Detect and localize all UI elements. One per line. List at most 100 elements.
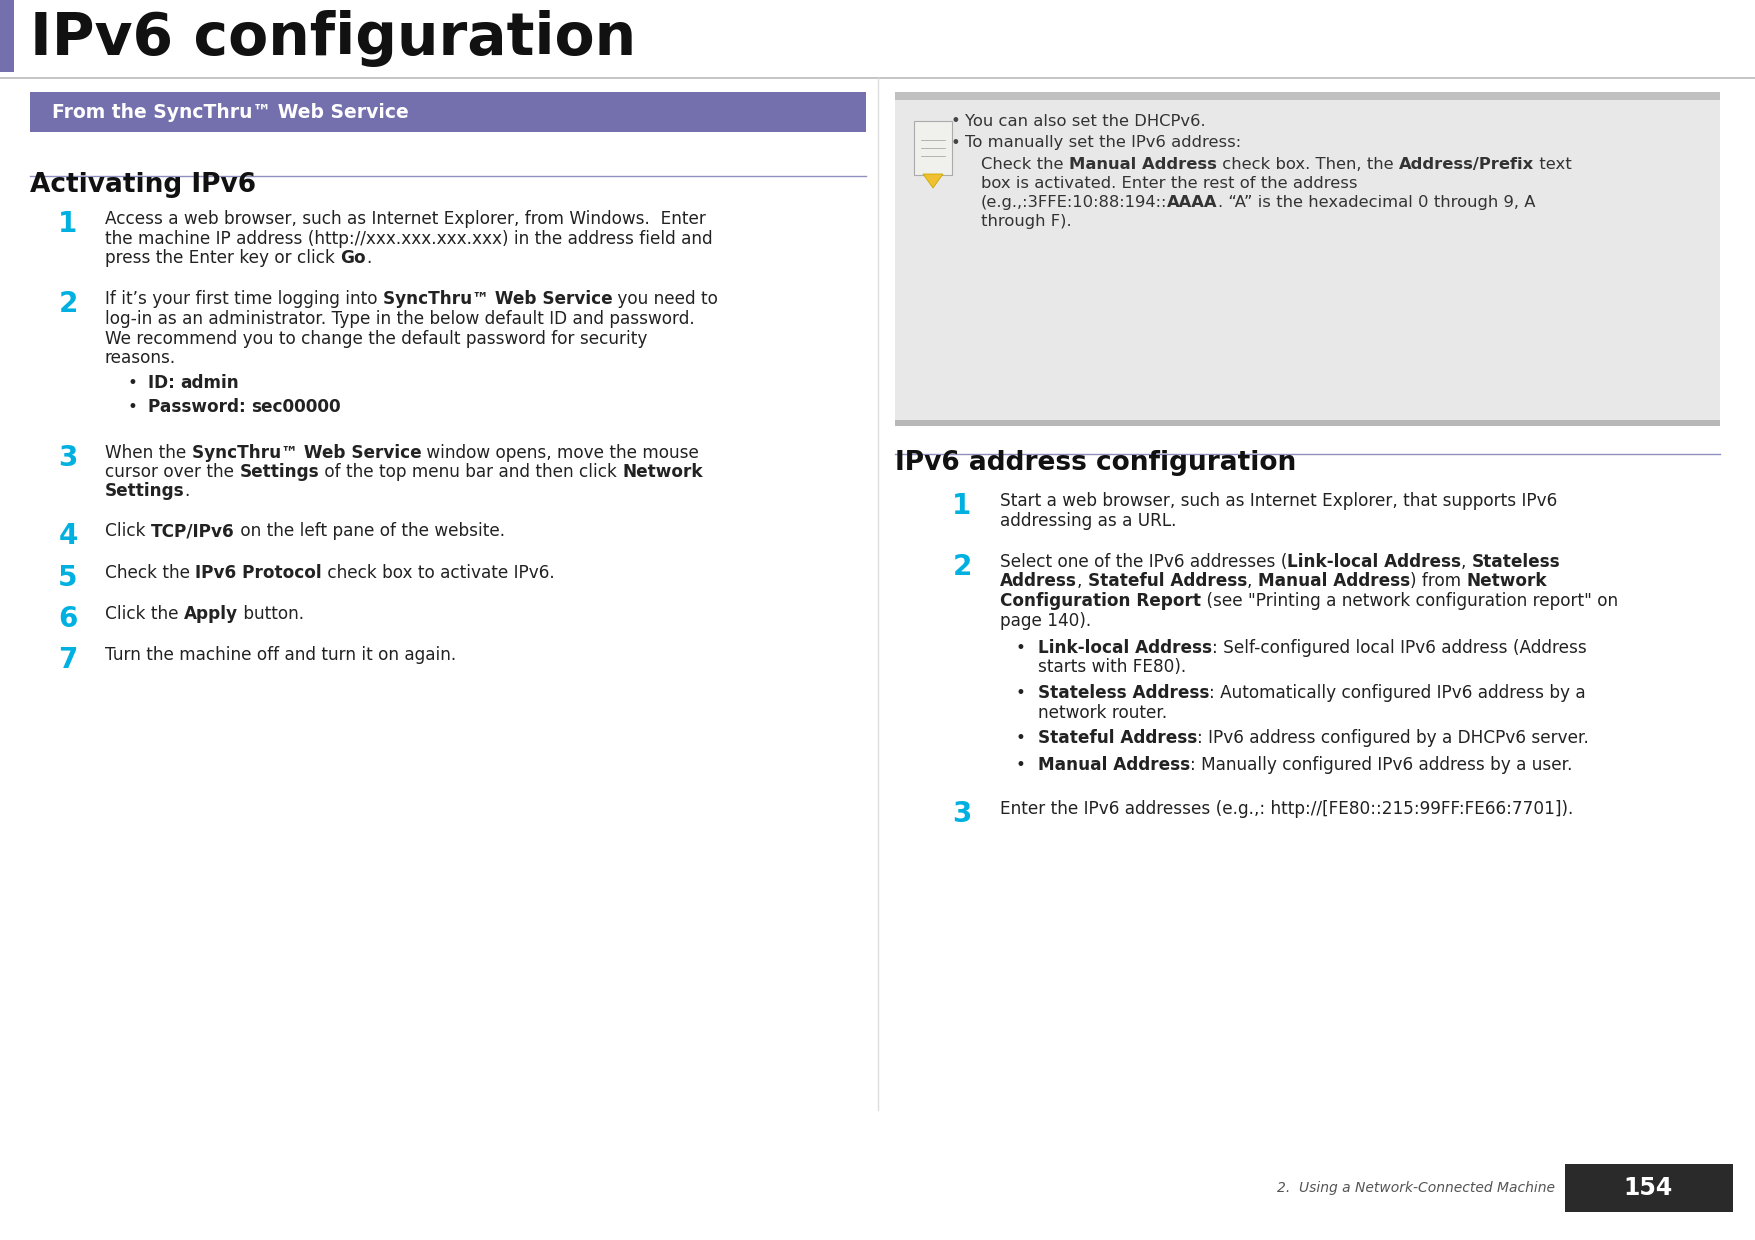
Text: •: • xyxy=(1016,729,1027,746)
Text: check box. Then, the: check box. Then, the xyxy=(1216,157,1399,172)
Text: Click: Click xyxy=(105,522,151,539)
Text: through F).: through F). xyxy=(981,215,1072,229)
Text: 3: 3 xyxy=(58,444,77,471)
Text: 3: 3 xyxy=(953,800,972,828)
Text: ,: , xyxy=(1246,573,1258,590)
Text: log-in as an administrator. Type in the below default ID and password.: log-in as an administrator. Type in the … xyxy=(105,310,695,329)
Text: 1: 1 xyxy=(953,492,972,520)
FancyBboxPatch shape xyxy=(895,100,1720,420)
Text: 6: 6 xyxy=(58,605,77,632)
Text: .: . xyxy=(365,249,372,267)
Text: Click the: Click the xyxy=(105,605,184,622)
Text: •: • xyxy=(951,114,960,129)
Text: We recommend you to change the default password for security: We recommend you to change the default p… xyxy=(105,330,648,347)
Text: Link-local Address: Link-local Address xyxy=(1037,639,1213,657)
Text: SyncThru™ Web Service: SyncThru™ Web Service xyxy=(383,290,612,309)
Text: press the Enter key or click: press the Enter key or click xyxy=(105,249,340,267)
Text: Start a web browser, such as Internet Explorer, that supports IPv6: Start a web browser, such as Internet Ex… xyxy=(1000,492,1557,510)
Text: Check the: Check the xyxy=(981,157,1069,172)
Text: Select one of the IPv6 addresses (: Select one of the IPv6 addresses ( xyxy=(1000,553,1288,570)
Text: 4: 4 xyxy=(58,522,77,551)
Text: Stateful Address: Stateful Address xyxy=(1037,729,1197,746)
Text: on the left pane of the website.: on the left pane of the website. xyxy=(235,522,505,539)
Text: window opens, move the mouse: window opens, move the mouse xyxy=(421,444,698,461)
Text: text: text xyxy=(1534,157,1571,172)
Text: Settings: Settings xyxy=(105,482,184,501)
Text: addressing as a URL.: addressing as a URL. xyxy=(1000,511,1176,529)
Text: Enter the IPv6 addresses (e.g.,: http://[FE80::215:99FF:FE66:7701]).: Enter the IPv6 addresses (e.g.,: http://… xyxy=(1000,800,1574,818)
Text: When the: When the xyxy=(105,444,191,461)
Text: reasons.: reasons. xyxy=(105,348,176,367)
Text: Manual Address: Manual Address xyxy=(1258,573,1409,590)
Text: (e.g.,:3FFE:10:88:194::: (e.g.,:3FFE:10:88:194:: xyxy=(981,195,1167,210)
Text: SyncThru™ Web Service: SyncThru™ Web Service xyxy=(191,444,421,461)
FancyBboxPatch shape xyxy=(895,92,1720,100)
Text: 154: 154 xyxy=(1623,1176,1673,1200)
Text: Apply: Apply xyxy=(184,605,239,622)
Text: Address: Address xyxy=(1000,573,1078,590)
Text: IPv6 Protocol: IPv6 Protocol xyxy=(195,563,321,582)
Text: network router.: network router. xyxy=(1037,703,1167,722)
Text: •: • xyxy=(128,374,139,393)
Text: check box to activate IPv6.: check box to activate IPv6. xyxy=(321,563,555,582)
Text: AAAA: AAAA xyxy=(1167,195,1218,210)
Text: : Manually configured IPv6 address by a user.: : Manually configured IPv6 address by a … xyxy=(1190,756,1572,775)
Text: ID:: ID: xyxy=(147,374,181,393)
Text: ,: , xyxy=(1462,553,1472,570)
Text: starts with FE80).: starts with FE80). xyxy=(1037,658,1186,677)
Text: Password:: Password: xyxy=(147,398,251,415)
Text: admin: admin xyxy=(181,374,239,393)
Text: Stateful Address: Stateful Address xyxy=(1088,573,1246,590)
Polygon shape xyxy=(923,174,942,188)
FancyBboxPatch shape xyxy=(895,420,1720,427)
Text: : IPv6 address configured by a DHCPv6 server.: : IPv6 address configured by a DHCPv6 se… xyxy=(1197,729,1588,746)
Text: Manual Address: Manual Address xyxy=(1069,157,1216,172)
Text: If it’s your first time logging into: If it’s your first time logging into xyxy=(105,290,383,309)
Text: box is activated. Enter the rest of the address: box is activated. Enter the rest of the … xyxy=(981,176,1358,191)
Text: Stateless Address: Stateless Address xyxy=(1037,684,1209,702)
Text: TCP/IPv6: TCP/IPv6 xyxy=(151,522,235,539)
Text: •: • xyxy=(1016,639,1027,657)
Text: •: • xyxy=(128,398,139,415)
Text: •: • xyxy=(1016,756,1027,775)
Text: (see "Printing a network configuration report" on: (see "Printing a network configuration r… xyxy=(1200,591,1618,610)
Text: Go: Go xyxy=(340,249,365,267)
Text: Check the: Check the xyxy=(105,563,195,582)
Text: of the top menu bar and then click: of the top menu bar and then click xyxy=(319,463,623,481)
Text: you need to: you need to xyxy=(612,290,718,309)
Text: : Self-configured local IPv6 address (Address: : Self-configured local IPv6 address (Ad… xyxy=(1213,639,1587,657)
FancyBboxPatch shape xyxy=(1565,1164,1732,1211)
Text: To manually set the IPv6 address:: To manually set the IPv6 address: xyxy=(965,135,1241,150)
Text: . “A” is the hexadecimal 0 through 9, A: . “A” is the hexadecimal 0 through 9, A xyxy=(1218,195,1536,210)
Text: 2: 2 xyxy=(953,553,972,582)
Text: Activating IPv6: Activating IPv6 xyxy=(30,172,256,198)
FancyBboxPatch shape xyxy=(0,0,14,72)
Text: Network: Network xyxy=(623,463,702,481)
Text: 2.  Using a Network-Connected Machine: 2. Using a Network-Connected Machine xyxy=(1278,1180,1555,1195)
FancyBboxPatch shape xyxy=(30,92,865,131)
Text: button.: button. xyxy=(239,605,304,622)
Text: : Automatically configured IPv6 address by a: : Automatically configured IPv6 address … xyxy=(1209,684,1587,702)
Text: From the SyncThru™ Web Service: From the SyncThru™ Web Service xyxy=(53,103,409,122)
Text: Access a web browser, such as Internet Explorer, from Windows.  Enter: Access a web browser, such as Internet E… xyxy=(105,210,706,228)
Text: Manual Address: Manual Address xyxy=(1037,756,1190,775)
Text: ,: , xyxy=(1078,573,1088,590)
Text: 7: 7 xyxy=(58,646,77,675)
Text: the machine IP address (http://xxx.xxx.xxx.xxx) in the address field and: the machine IP address (http://xxx.xxx.x… xyxy=(105,229,713,248)
Text: Settings: Settings xyxy=(239,463,319,481)
Text: Network: Network xyxy=(1465,573,1546,590)
Text: sec00000: sec00000 xyxy=(251,398,340,415)
Text: IPv6 address configuration: IPv6 address configuration xyxy=(895,450,1297,476)
Text: .: . xyxy=(184,482,190,501)
Text: page 140).: page 140). xyxy=(1000,611,1092,630)
Text: You can also set the DHCPv6.: You can also set the DHCPv6. xyxy=(965,114,1206,129)
Text: IPv6 configuration: IPv6 configuration xyxy=(30,10,635,67)
Text: •: • xyxy=(951,135,960,150)
Text: 5: 5 xyxy=(58,563,77,591)
Text: ) from: ) from xyxy=(1409,573,1465,590)
Text: 2: 2 xyxy=(58,290,77,319)
Text: Address/Prefix: Address/Prefix xyxy=(1399,157,1534,172)
Text: cursor over the: cursor over the xyxy=(105,463,239,481)
Text: •: • xyxy=(1016,684,1027,702)
Text: Turn the machine off and turn it on again.: Turn the machine off and turn it on agai… xyxy=(105,646,456,665)
